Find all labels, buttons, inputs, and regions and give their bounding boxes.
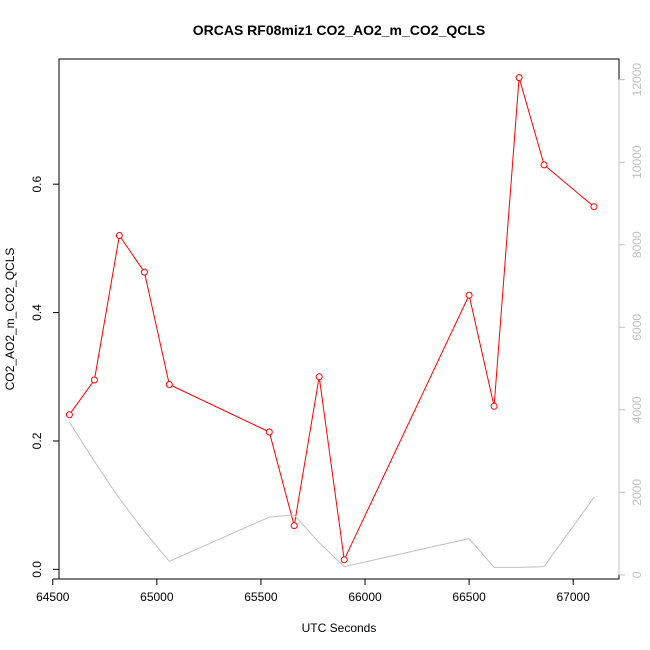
x-axis: 64500 65000 65500 66000 66500 67000 xyxy=(36,578,591,604)
data-point xyxy=(590,203,598,211)
data-point xyxy=(340,556,348,564)
x-tick-label: 66500 xyxy=(452,590,486,604)
data-point xyxy=(65,411,73,419)
plot-frame xyxy=(58,58,620,580)
y2-tick-label: 10000 xyxy=(630,145,644,179)
y-axis-right: 0 2000 4000 6000 8000 10000 12000 xyxy=(618,63,644,578)
data-point xyxy=(540,161,548,169)
data-point xyxy=(165,381,173,388)
series-line-left xyxy=(68,77,595,562)
series-line-right xyxy=(68,421,595,568)
data-point xyxy=(290,522,298,530)
chart-title: ORCAS RF08miz1 CO2_AO2_m_CO2_QCLS xyxy=(193,22,486,38)
y-tick-label: 0.0 xyxy=(30,561,44,578)
data-point xyxy=(140,268,148,276)
y2-tick-label: 8000 xyxy=(630,231,644,258)
y2-tick-label: 0 xyxy=(630,571,644,578)
x-tick-label: 66000 xyxy=(348,590,382,604)
x-tick-label: 65500 xyxy=(244,590,278,604)
data-point xyxy=(265,428,273,436)
x-tick-label: 65000 xyxy=(140,590,174,604)
data-point xyxy=(315,373,323,381)
y2-tick-label: 4000 xyxy=(630,396,644,423)
x-tick-label: 67000 xyxy=(557,590,591,604)
series-layer xyxy=(65,74,598,568)
data-point xyxy=(115,232,123,239)
data-point xyxy=(465,291,473,299)
data-point xyxy=(90,376,98,384)
x-tick-label: 64500 xyxy=(36,590,70,604)
y-axis-left: 0.0 0.2 0.4 0.6 xyxy=(30,176,60,578)
y2-tick-label: 6000 xyxy=(630,314,644,341)
y-axis-label: CO2_AO2_m_CO2_QCLS xyxy=(3,248,17,391)
data-point xyxy=(515,74,523,82)
y-tick-label: 0.6 xyxy=(30,176,44,193)
x-axis-label: UTC Seconds xyxy=(302,621,377,635)
y-tick-label: 0.4 xyxy=(30,304,44,321)
y2-tick-label: 2000 xyxy=(630,479,644,506)
y2-tick-label: 12000 xyxy=(630,63,644,97)
y-tick-label: 0.2 xyxy=(30,432,44,449)
data-point xyxy=(490,402,498,410)
